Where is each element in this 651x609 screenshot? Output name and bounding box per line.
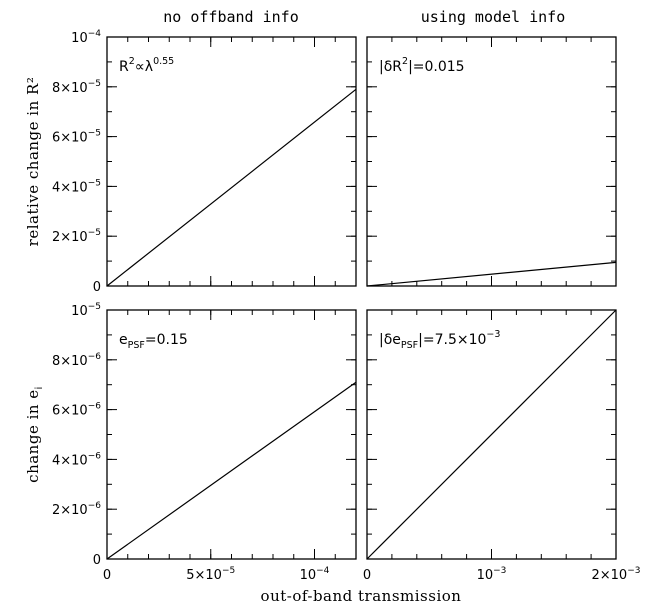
- y-tick-label: 2×10−5: [52, 228, 101, 245]
- column-title-right: using model info: [421, 8, 566, 26]
- panel-top-left: 0 2×10−5 4×10−5 6×10−5 8×10−5 10−4 R2​∝λ0.55​ r…: [24, 29, 357, 295]
- panels: 0 2×10−5 4×10−5 6×10−5 8×10−5 10−4 R2​∝λ0.55​ r…: [24, 29, 641, 583]
- y-tick-label: 6×10−6: [52, 402, 101, 419]
- series-line: [366, 261, 617, 287]
- plot-frame: [366, 36, 617, 287]
- series-line: [366, 309, 617, 560]
- panel-top-right: |δR2​|=0.015: [366, 36, 617, 287]
- y-tick-label: 10−5: [71, 302, 101, 319]
- y-tick-label: 4×10−5: [52, 178, 101, 195]
- y-tick-label: 2×10−6: [52, 501, 101, 518]
- y-tick-label: 4×10−6: [52, 451, 101, 468]
- y-tick-label: 8×10−6: [52, 352, 101, 369]
- column-title-left: no offband info: [163, 8, 298, 26]
- panel-annotation: |δR2​|=0.015: [379, 56, 465, 75]
- x-tick-label: 5×10−5: [186, 566, 235, 583]
- series-line: [106, 88, 357, 287]
- x-tick-label: 10−4: [300, 566, 330, 583]
- y-tick-label: 6×10−5: [52, 129, 101, 146]
- x-tick-label: 10−3: [477, 566, 507, 583]
- panel-bottom-right: 0 10−3 2×10−3 |δePSF​|=7.5×10−3​: [363, 309, 641, 583]
- panel-annotation: R2​∝λ0.55​: [119, 56, 174, 75]
- x-tick-label: 2×10−3: [592, 566, 641, 583]
- y-tick-label: 8×10−5: [52, 79, 101, 96]
- x-tick-label: 0: [103, 568, 111, 583]
- y-axis-title: relative change in R²: [24, 77, 42, 247]
- x-axis-title: out-of-band transmission: [261, 587, 462, 605]
- y-tick-label: 0: [93, 280, 101, 295]
- panel-annotation: ePSF​=0.15: [119, 332, 188, 351]
- y-tick-label: 0: [93, 553, 101, 568]
- panel-annotation: |δePSF​|=7.5×10−3​: [379, 329, 500, 351]
- x-tick-label: 0: [363, 568, 371, 583]
- y-axis-title: change in ei: [24, 386, 45, 483]
- panel-bottom-left: 0 2×10−6 4×10−6 6×10−6 8×10−6 10−5 0 5×10−5 10−4…: [24, 302, 357, 583]
- y-tick-label: 10−4: [71, 29, 101, 46]
- series-line: [106, 381, 357, 560]
